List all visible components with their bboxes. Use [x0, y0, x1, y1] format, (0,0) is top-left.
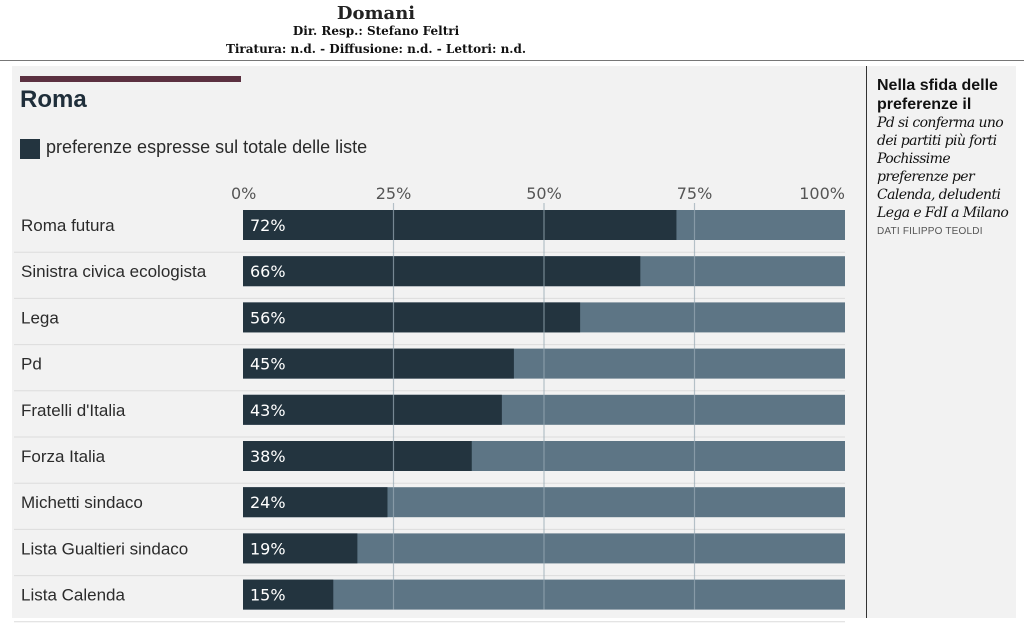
tick-label: 25% — [376, 184, 412, 203]
director-line: Dir. Resp.: Stefano Feltri — [292, 24, 460, 38]
publication-name: Domani — [336, 3, 416, 24]
bar — [243, 579, 334, 610]
sidebar-heading: Nella sfida delle preferenze il — [877, 77, 998, 113]
data-label: 43% — [250, 401, 286, 420]
data-label: 66% — [250, 262, 286, 281]
sidebar-divider — [866, 66, 867, 618]
data-label: 19% — [250, 539, 286, 558]
bar — [243, 441, 472, 471]
sidebar-body: Pd si conferma uno dei partiti più forti… — [877, 115, 1009, 221]
category-label: Lista Calenda — [21, 586, 126, 605]
legend-label: preferenze espresse sul totale delle lis… — [46, 137, 368, 157]
data-label: 56% — [250, 308, 286, 327]
data-label: 38% — [250, 447, 286, 466]
bar — [243, 533, 358, 564]
bar — [243, 210, 677, 240]
category-label: Sinistra civica ecologista — [21, 262, 207, 281]
bar — [243, 487, 388, 518]
category-label: Fratelli d'Italia — [21, 401, 126, 420]
data-label: 45% — [250, 355, 286, 374]
category-label: Lega — [21, 308, 59, 327]
legend-swatch — [20, 139, 40, 159]
bar — [243, 394, 502, 425]
category-label: Lista Gualtieri sindaco — [21, 539, 188, 558]
bar-chart: Roma futura 72% Sinistra civica ecologista… — [14, 184, 845, 623]
category-label: Pd — [21, 355, 42, 374]
circulation-line: Tiratura: n.d. - Diffusione: n.d. - Lett… — [225, 42, 527, 56]
data-label: 72% — [250, 216, 286, 235]
accent-bar — [20, 76, 241, 82]
bar — [243, 302, 581, 333]
chart-panel — [12, 66, 1016, 618]
data-label: 15% — [250, 586, 286, 605]
data-label: 24% — [250, 493, 286, 512]
tick-label: 75% — [677, 184, 713, 203]
header-divider — [0, 60, 1024, 61]
bar — [243, 256, 641, 287]
sidebar-text: Nella sfida delle preferenze il Pd si co… — [877, 76, 1017, 237]
category-label: Forza Italia — [21, 447, 106, 466]
chart-title: Roma — [20, 86, 87, 113]
bar — [243, 348, 514, 379]
category-label: Michetti sindaco — [21, 493, 143, 512]
sidebar-credit: DATI FILIPPO TEOLDI — [877, 226, 983, 237]
source-header: Domani Dir. Resp.: Stefano Feltri Tiratu… — [0, 0, 1024, 62]
tick-label: 0% — [231, 184, 256, 203]
tick-label: 50% — [526, 184, 562, 203]
tick-label: 100% — [799, 184, 845, 203]
category-label: Roma futura — [21, 216, 115, 235]
